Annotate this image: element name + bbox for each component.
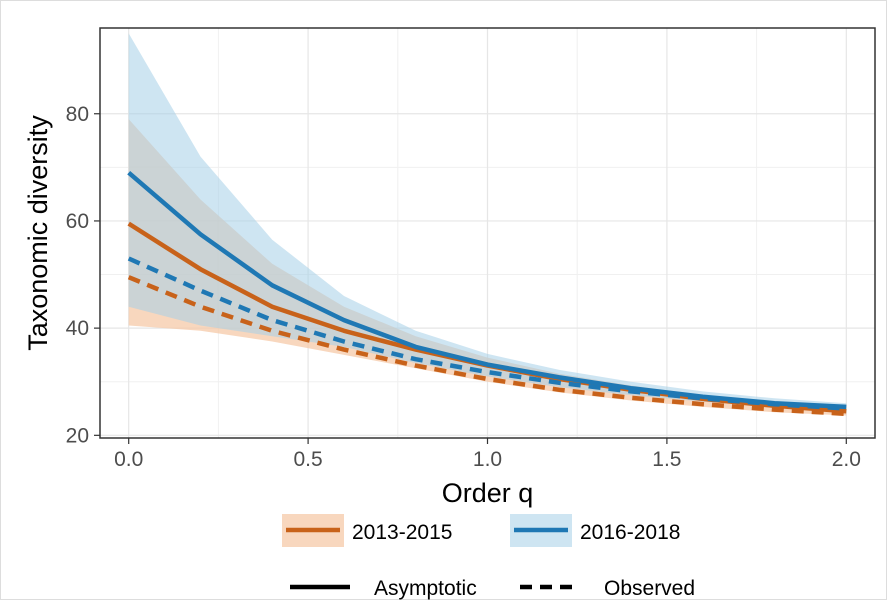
x-tick-label: 1.5 xyxy=(652,448,681,471)
observed-line-2013-2015 xyxy=(127,275,847,417)
x-tick-label: 0.5 xyxy=(294,448,323,471)
asymptotic-line-2016-2018 xyxy=(127,170,847,410)
ribbon-2016-2018 xyxy=(128,33,847,411)
legend-label-observed: Observed xyxy=(604,577,695,600)
legend-label-asymptotic: Asymptotic xyxy=(374,577,477,600)
y-tick-label: 40 xyxy=(66,317,89,340)
x-tick-label: 0.0 xyxy=(114,448,143,471)
y-axis-title: Taxonomic diversity xyxy=(23,115,53,351)
legend-label: 2016-2018 xyxy=(580,521,680,544)
observed-line-2016-2018 xyxy=(127,256,847,411)
x-tick-label: 1.0 xyxy=(473,448,502,471)
y-tick-label: 60 xyxy=(66,210,89,233)
x-tick-label: 2.0 xyxy=(832,448,861,471)
x-axis-title: Order q xyxy=(442,478,534,508)
y-tick-label: 20 xyxy=(66,424,89,447)
y-tick-label: 80 xyxy=(66,103,89,126)
legend-label: 2013-2015 xyxy=(352,521,452,544)
